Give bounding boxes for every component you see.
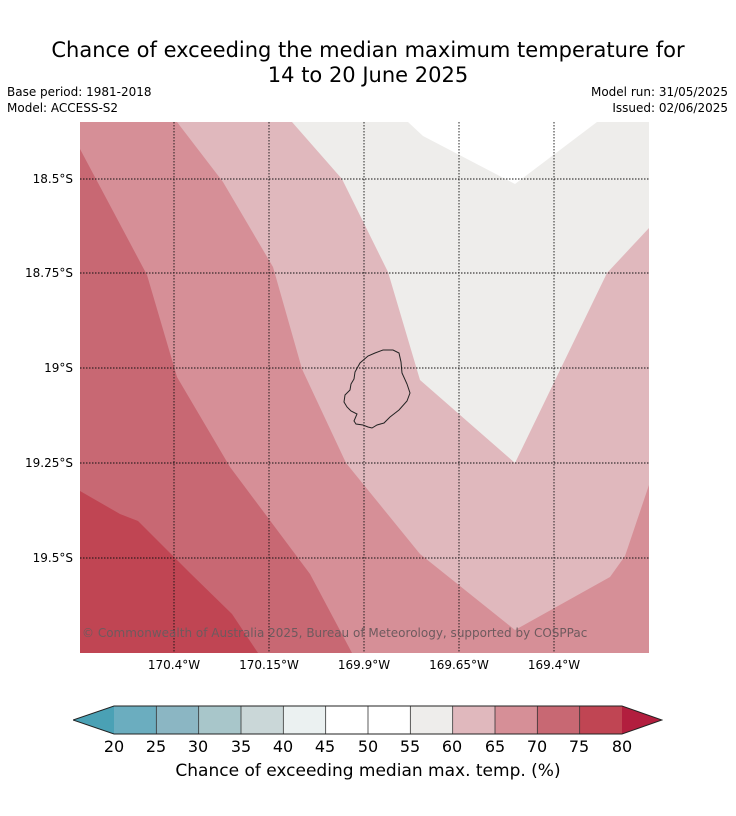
meta-right: Model run: 31/05/2025 Issued: 02/06/2025 [591, 84, 728, 116]
colorbar-segment [537, 706, 580, 734]
colorbar-tick-55: 55 [399, 737, 421, 756]
colorbar-segment [283, 706, 326, 734]
colorbar-arrow-high [622, 706, 662, 734]
lat-label-4: 19.25°S [25, 456, 73, 470]
lon-label-4: 169.65°W [429, 658, 489, 672]
lat-label-1: 18.5°S [32, 172, 73, 186]
colorbar-tick-80: 80 [611, 737, 633, 756]
colorbar-segment [495, 706, 538, 734]
map-svg [80, 122, 649, 653]
colorbar-tick-35: 35 [230, 737, 252, 756]
colorbar-segment [579, 706, 623, 734]
colorbar-svg [71, 705, 664, 735]
colorbar-tick-30: 30 [187, 737, 209, 756]
island-outline [343, 349, 411, 429]
lon-label-2: 170.15°W [239, 658, 299, 672]
colorbar-segment [452, 706, 496, 734]
colorbar-label: Chance of exceeding median max. temp. (%… [175, 761, 561, 781]
title-line-2: 14 to 20 June 2025 [267, 63, 469, 87]
title-line-1: Chance of exceeding the median maximum t… [51, 38, 685, 62]
map-area [80, 122, 649, 653]
colorbar-segment [114, 706, 157, 734]
meta-left: Base period: 1981-2018 Model: ACCESS-S2 [7, 84, 152, 116]
colorbar-segment [198, 706, 242, 734]
colorbar-tick-65: 65 [484, 737, 506, 756]
lon-label-1: 170.4°W [147, 658, 201, 672]
colorbar-segment [241, 706, 284, 734]
lon-label-5: 169.4°W [527, 658, 581, 672]
colorbar-tick-60: 60 [441, 737, 463, 756]
colorbar-segment [325, 706, 369, 734]
colorbar-tick-20: 20 [103, 737, 125, 756]
colorbar-segment [410, 706, 453, 734]
colorbar-tick-25: 25 [145, 737, 167, 756]
lat-label-5: 19.5°S [32, 551, 73, 565]
lon-label-3: 169.9°W [337, 658, 391, 672]
model-name: Model: ACCESS-S2 [7, 101, 119, 115]
colorbar [71, 705, 664, 735]
colorbar-tick-75: 75 [568, 737, 590, 756]
map-title: Chance of exceeding the median maximum t… [0, 38, 736, 88]
model-run: Model run: 31/05/2025 [590, 85, 728, 99]
issued-date: Issued: 02/06/2025 [612, 101, 728, 115]
gridlines [80, 122, 649, 653]
lat-label-2: 18.75°S [25, 266, 73, 280]
colorbar-segment [368, 706, 411, 734]
colorbar-tick-50: 50 [357, 737, 379, 756]
colorbar-outline [71, 705, 664, 735]
zone-below-55 [408, 122, 597, 184]
colorbar-segment [156, 706, 199, 734]
colorbar-arrow-low [73, 706, 114, 734]
colorbar-tick-45: 45 [314, 737, 336, 756]
zone-55-60 [292, 122, 649, 463]
colorbar-tick-40: 40 [272, 737, 294, 756]
base-period: Base period: 1981-2018 [7, 85, 152, 99]
colorbar-tick-70: 70 [526, 737, 548, 756]
lat-label-3: 19°S [44, 361, 73, 375]
copyright-notice: © Commonwealth of Australia 2025, Bureau… [82, 626, 588, 640]
